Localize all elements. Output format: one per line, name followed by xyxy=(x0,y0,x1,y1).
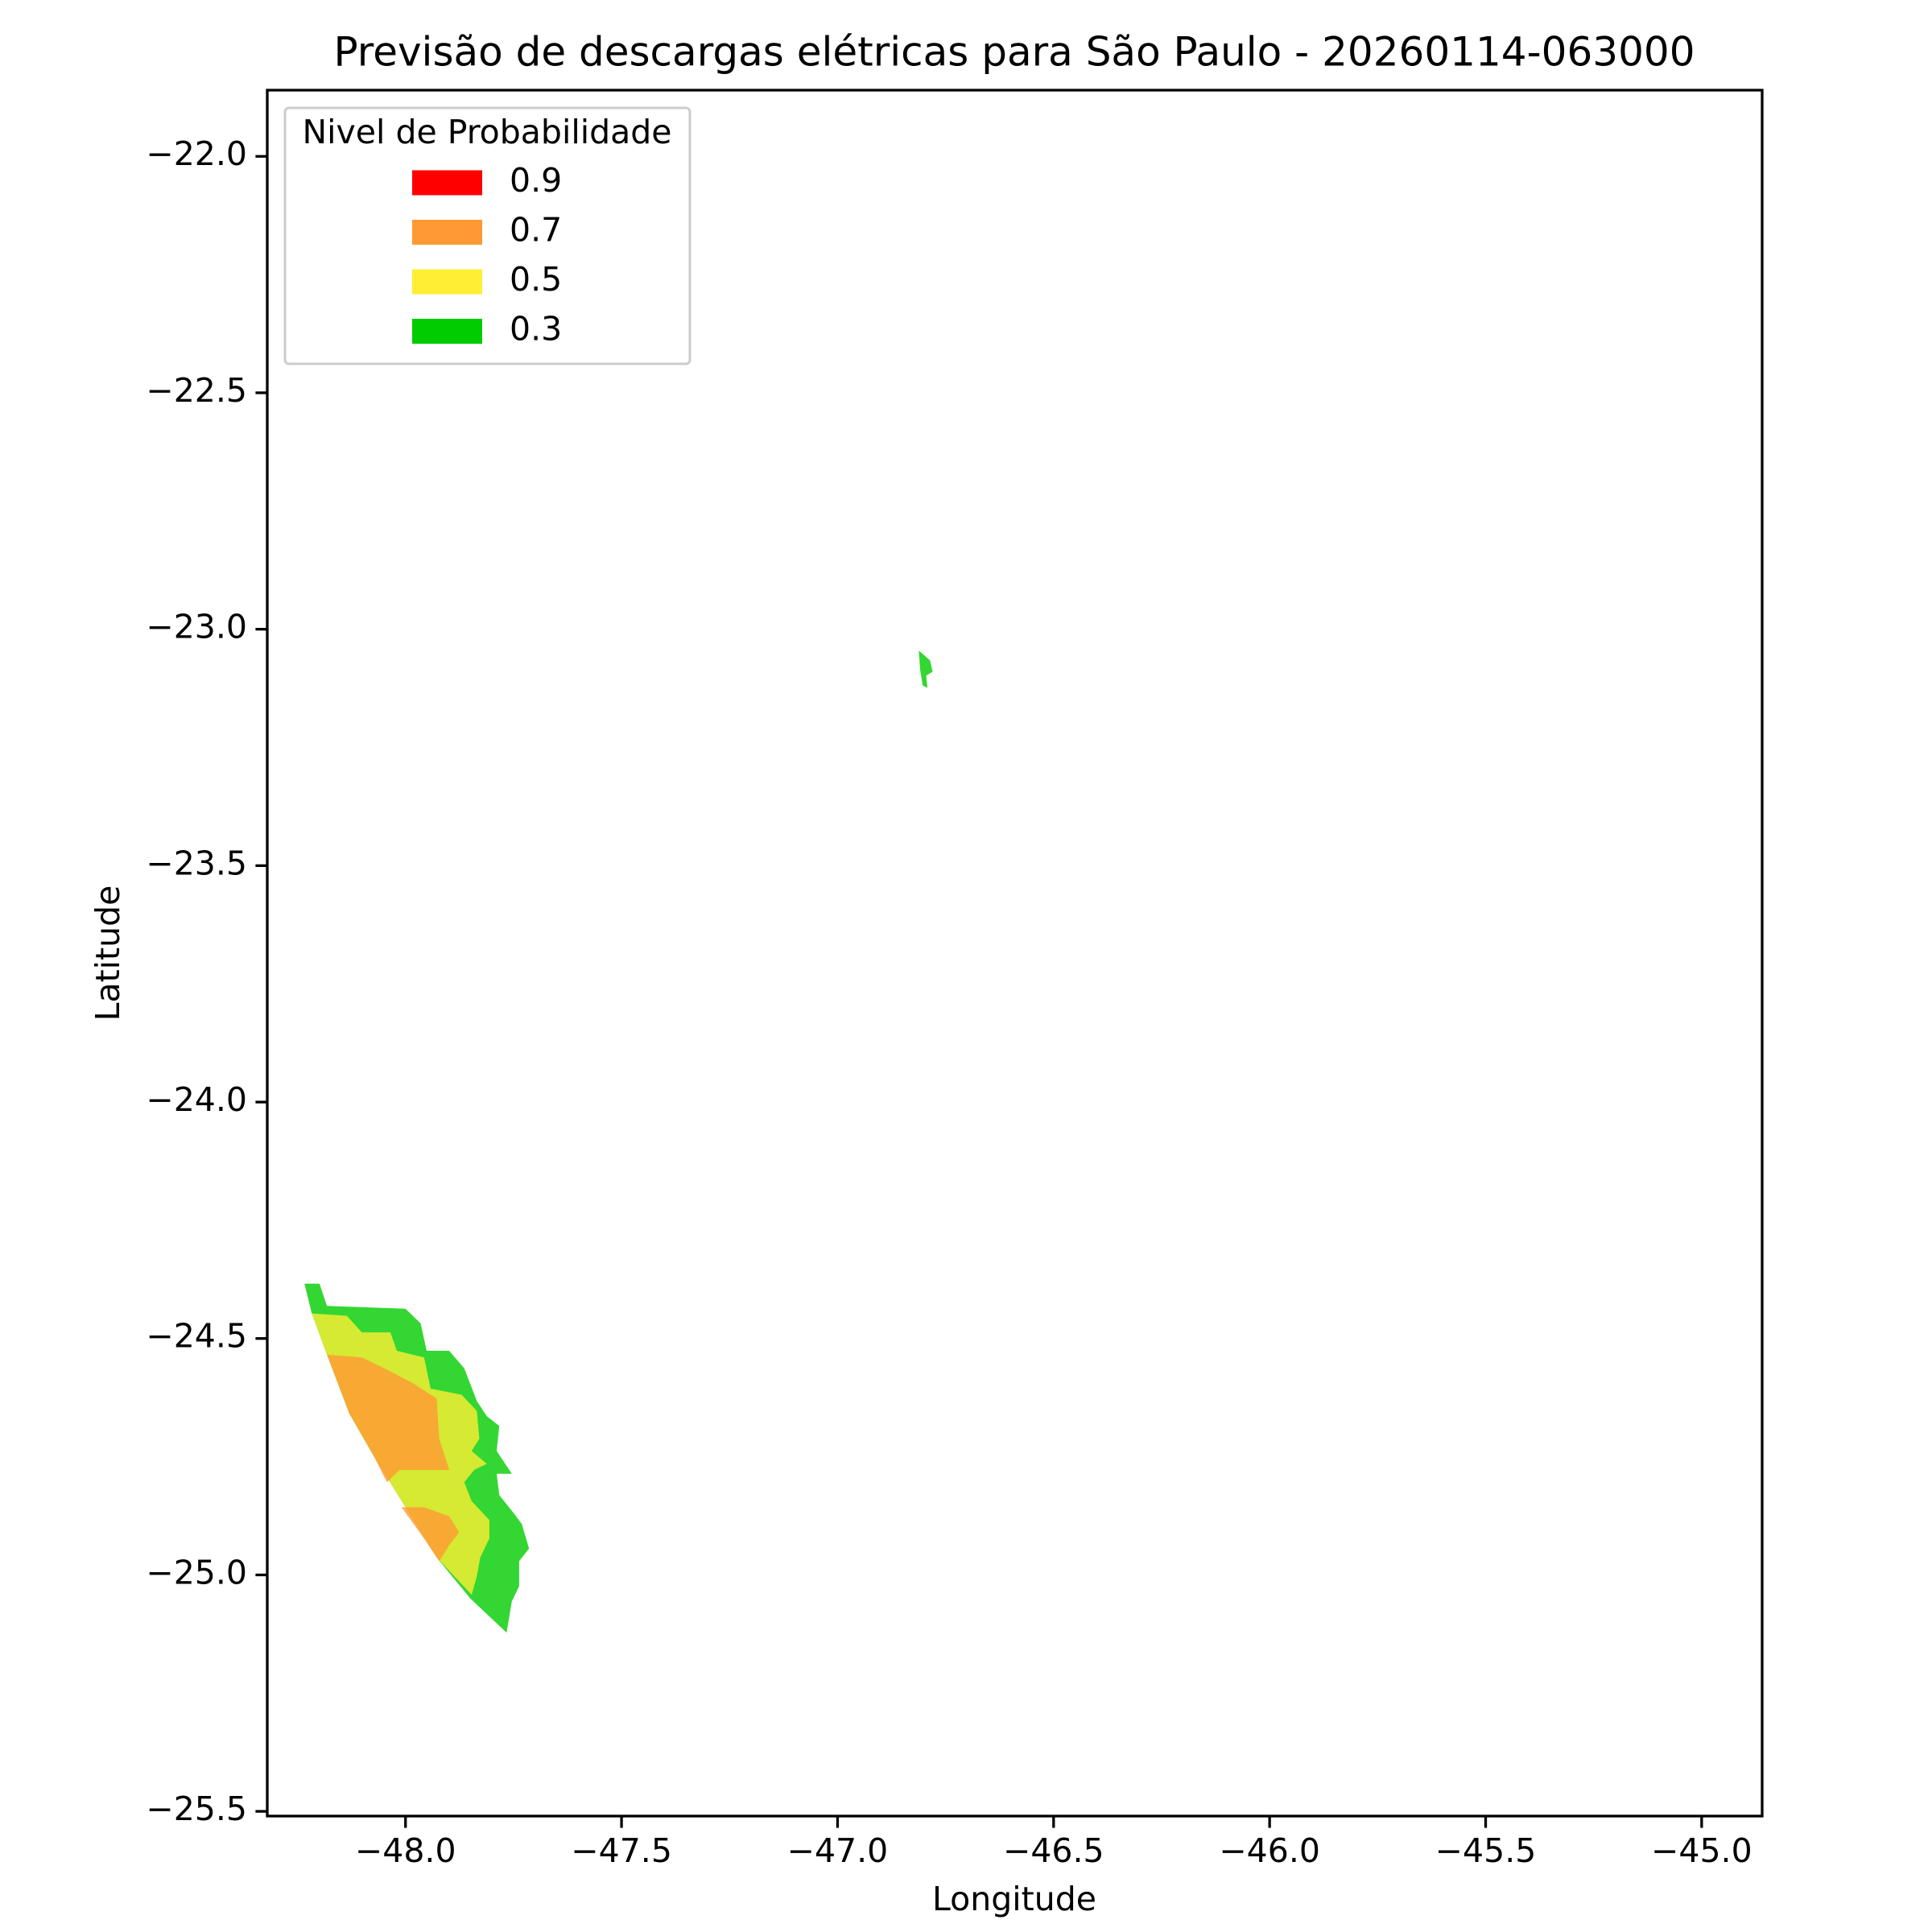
legend-label: 0.7 xyxy=(510,211,562,250)
x-tick-label: −47.0 xyxy=(787,1831,889,1870)
x-tick-label: −47.5 xyxy=(571,1831,672,1870)
probability-region xyxy=(327,1354,449,1483)
legend-swatch xyxy=(412,269,482,295)
y-tick-label: −25.5 xyxy=(146,1790,247,1828)
legend-swatch xyxy=(412,170,482,196)
chart-title: Previsão de descargas elétricas para São… xyxy=(333,29,1695,76)
x-tick-label: −46.0 xyxy=(1219,1831,1320,1870)
probability-region xyxy=(401,1507,460,1562)
legend-swatch xyxy=(412,319,482,344)
y-tick-label: −23.5 xyxy=(146,844,247,882)
y-tick-label: −22.0 xyxy=(146,134,247,173)
legend: Nivel de Probabilidade 0.9 0.7 0.5 0.3 xyxy=(283,106,691,365)
y-tick-label: −24.5 xyxy=(146,1317,247,1356)
x-axis-label: Longitude xyxy=(932,1880,1096,1918)
y-axis-label: Latitude xyxy=(89,886,127,1022)
legend-swatch xyxy=(412,220,482,245)
legend-title: Nivel de Probabilidade xyxy=(302,113,671,151)
y-tick-label: −24.0 xyxy=(146,1080,247,1119)
y-tick-label: −23.0 xyxy=(146,608,247,646)
legend-box xyxy=(283,106,691,365)
legend-label: 0.3 xyxy=(510,310,562,349)
legend-label: 0.5 xyxy=(510,260,562,299)
x-tick-label: −46.5 xyxy=(1003,1831,1104,1870)
probability-region xyxy=(919,650,933,688)
legend-label: 0.9 xyxy=(510,161,562,200)
axes-frame xyxy=(266,89,1764,1818)
x-tick-label: −45.5 xyxy=(1435,1831,1537,1870)
y-tick-label: −22.5 xyxy=(146,371,247,410)
y-tick-label: −25.0 xyxy=(146,1553,247,1591)
x-tick-label: −45.0 xyxy=(1651,1831,1752,1870)
x-tick-label: −48.0 xyxy=(355,1831,456,1870)
